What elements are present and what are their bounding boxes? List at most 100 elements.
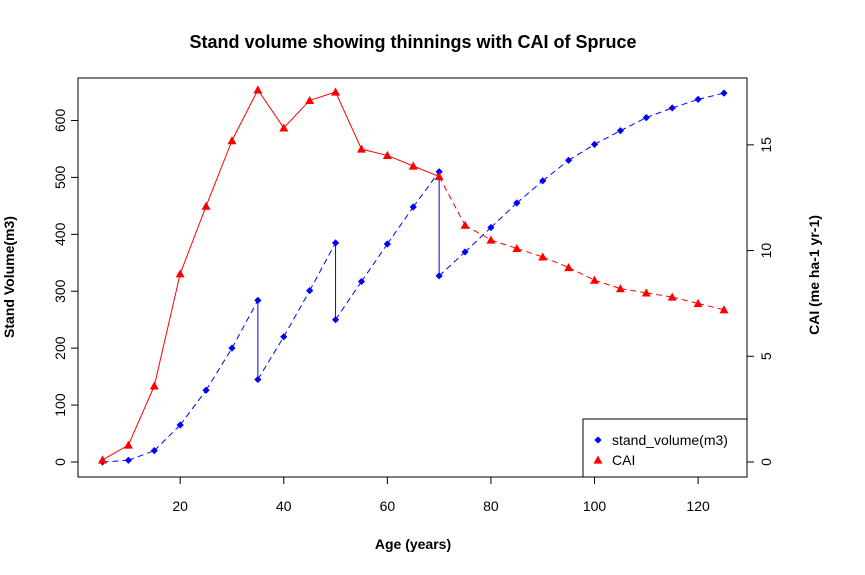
volume-point <box>254 296 262 304</box>
y2-tick-label: 5 <box>758 352 774 360</box>
volume-point <box>694 95 702 103</box>
volume-line-segment <box>568 143 595 161</box>
volume-point <box>124 456 132 464</box>
volume-line-segment <box>231 300 259 349</box>
volume-point <box>616 127 625 135</box>
y2-tick-label: 15 <box>758 137 774 153</box>
volume-point <box>228 344 236 352</box>
cai-point <box>641 288 651 297</box>
y2-tick-label: 0 <box>758 458 774 466</box>
cai-line-segment <box>464 224 492 241</box>
y-tick-label: 400 <box>52 222 68 246</box>
y2-tick-label: 10 <box>758 243 774 259</box>
cai-point <box>693 298 703 308</box>
y-tick-label: 0 <box>52 458 68 466</box>
cai-point <box>486 235 496 244</box>
volume-line-segment <box>672 98 699 109</box>
legend-label: CAI <box>612 452 635 468</box>
volume-line-segment <box>594 130 621 145</box>
volume-line-segment <box>646 107 673 119</box>
volume-line-segment <box>542 159 569 182</box>
cai-point <box>175 269 185 278</box>
volume-point <box>280 333 288 341</box>
cai-point <box>123 440 133 449</box>
cai-point <box>408 161 418 170</box>
cai-point <box>615 284 625 293</box>
y-axis-label: Stand Volume(m3) <box>1 216 17 338</box>
cai-point <box>356 144 366 153</box>
right-axis: 0 5 10 15 <box>746 137 774 466</box>
plot-frame <box>77 77 748 478</box>
x-tick-label: 80 <box>483 498 499 514</box>
cai-point <box>98 455 107 464</box>
cai-point <box>538 252 548 261</box>
cai-line-segment <box>361 148 388 156</box>
volume-point <box>590 140 599 148</box>
volume-line-segment <box>153 424 181 451</box>
cai-line-segment <box>309 91 336 101</box>
volume-line-segment <box>335 281 362 320</box>
cai-line-segment <box>542 256 569 268</box>
cai-point <box>201 201 211 210</box>
volume-point <box>720 89 728 97</box>
volume-line-segment <box>412 171 440 208</box>
volume-point <box>254 375 262 384</box>
cai-line-segment <box>153 273 181 386</box>
volume-point <box>150 447 158 455</box>
cai-line-segment <box>102 444 129 461</box>
cai-line-segment <box>620 288 647 294</box>
cai-line-segment <box>568 267 595 281</box>
cai-point <box>460 220 470 229</box>
cai-line-segment <box>490 239 517 249</box>
volume-line-segment <box>464 227 492 253</box>
cai-point <box>667 292 677 301</box>
left-axis: 0 100 200 300 400 500 600 <box>52 109 79 466</box>
volume-point <box>435 168 443 176</box>
cai-point <box>434 172 444 181</box>
cai-point <box>149 381 159 390</box>
cai-line-segment <box>257 89 285 129</box>
volume-line-segment <box>283 290 311 338</box>
legend-volume-marker <box>594 436 602 444</box>
series-layer <box>98 85 729 466</box>
volume-line-segment <box>102 459 129 463</box>
y-tick-label: 500 <box>52 165 68 189</box>
volume-line-segment <box>309 242 337 291</box>
y-tick-label: 200 <box>52 336 68 360</box>
x-tick-label: 20 <box>172 498 188 514</box>
x-tick-label: 60 <box>380 498 396 514</box>
y-tick-label: 300 <box>52 279 68 303</box>
cai-point <box>512 243 522 253</box>
volume-line-segment <box>697 92 725 100</box>
cai-point <box>305 95 315 105</box>
cai-line-segment <box>387 154 414 167</box>
legend: stand_volume(m3) CAI <box>582 418 748 478</box>
cai-point <box>279 123 289 132</box>
cai-point <box>382 150 392 160</box>
cai-line-segment <box>646 292 673 298</box>
cai-line-segment <box>594 279 621 290</box>
volume-line-segment <box>438 251 466 277</box>
volume-line-segment <box>516 180 544 204</box>
legend-cai-marker <box>593 455 603 464</box>
cai-point <box>564 262 574 272</box>
legend-box <box>582 418 748 478</box>
cai-line-segment <box>335 91 362 150</box>
chart-title: Stand volume showing thinnings with CAI … <box>189 32 636 52</box>
y-tick-label: 100 <box>52 393 68 417</box>
cai-line-segment <box>127 385 155 446</box>
volume-point <box>331 239 340 247</box>
cai-point <box>253 85 263 94</box>
y2-axis-label: CAI (me ha-1 yr-1) <box>806 215 822 335</box>
cai-line-segment <box>179 205 207 275</box>
cai-line-segment <box>438 176 466 226</box>
x-axis-label: Age (years) <box>375 536 451 552</box>
volume-point <box>383 240 391 248</box>
cai-line-segment <box>283 100 311 129</box>
cai-line-segment <box>413 165 440 178</box>
volume-point <box>409 203 417 211</box>
volume-point <box>642 114 650 122</box>
volume-line-segment <box>205 347 233 391</box>
legend-label: stand_volume(m3) <box>612 432 728 448</box>
